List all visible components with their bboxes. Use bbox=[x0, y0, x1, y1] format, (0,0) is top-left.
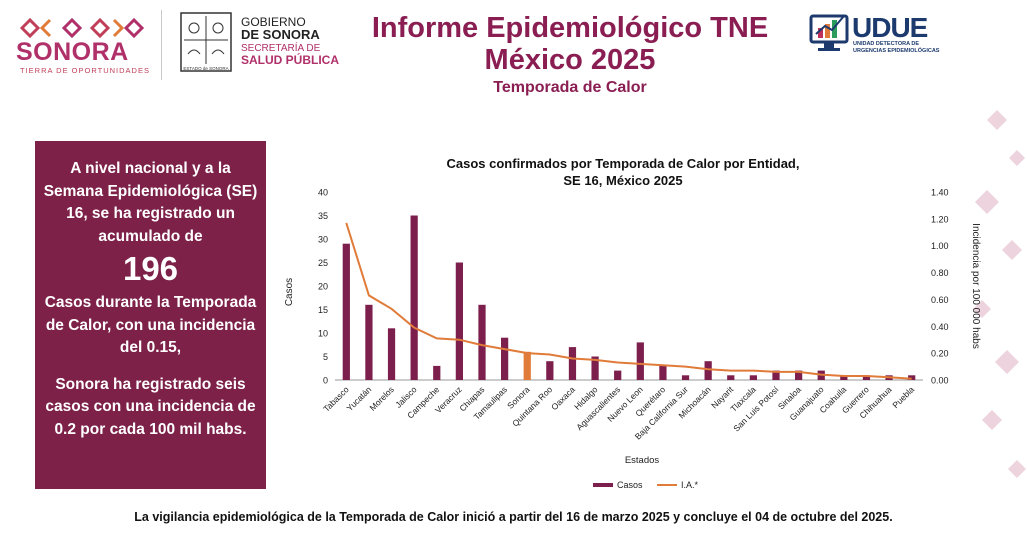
page-title-line1: Informe Epidemiológico TNE bbox=[371, 12, 769, 44]
bar-quintana-roo bbox=[546, 361, 554, 380]
bar-chiapas bbox=[478, 304, 486, 380]
secretaria-line2: SALUD PÚBLICA bbox=[241, 53, 339, 67]
y2-tick-label: 1.00 bbox=[931, 241, 949, 251]
bar-morelos bbox=[387, 328, 396, 380]
summary-box: A nivel nacional y a la Semana Epidemiol… bbox=[35, 141, 266, 489]
chart-title-line1: Casos confirmados por Temporada de Calor… bbox=[447, 156, 800, 171]
x-tick-label: Oaxaca bbox=[549, 384, 577, 412]
bar-tamaulipas bbox=[500, 337, 509, 380]
y-tick-label: 0 bbox=[323, 376, 328, 386]
secretaria-line1: SECRETARÍA DE bbox=[241, 43, 321, 54]
y2-tick-label: 0.20 bbox=[931, 349, 949, 359]
cases-chart: Casos confirmados por Temporada de Calor… bbox=[284, 156, 981, 490]
y2-tick-label: 0.60 bbox=[931, 295, 949, 305]
bar-campeche bbox=[433, 365, 441, 380]
y-tick-label: 35 bbox=[318, 211, 328, 221]
page-subtitle: Temporada de Calor bbox=[493, 79, 647, 96]
x-tick-label: Puebla bbox=[890, 384, 916, 410]
summary-total: 196 bbox=[122, 250, 179, 287]
bar-tlaxcala bbox=[749, 375, 758, 380]
chart-title-line2: SE 16, México 2025 bbox=[563, 173, 682, 188]
y2-tick-label: 1.40 bbox=[931, 188, 949, 198]
udue-subtitle: UNIDAD DETECTORA DE URGENCIAS EPIDEMIOLÓ… bbox=[853, 41, 939, 55]
incidence-line bbox=[345, 222, 912, 380]
bar-yucat-n bbox=[365, 304, 373, 380]
page-title-line2: México 2025 bbox=[484, 44, 656, 76]
bar-hidalgo bbox=[591, 356, 599, 380]
bar-veracruz bbox=[455, 262, 464, 380]
gobierno-line2: DE SONORA bbox=[241, 27, 320, 42]
seal-caption: ESTADO de SONORA bbox=[183, 66, 228, 71]
sonora-tagline: TIERRA DE OPORTUNIDADES bbox=[20, 66, 150, 75]
udue-sub-line2: URGENCIAS EPIDEMIOLÓGICAS bbox=[853, 48, 940, 54]
bar-nayarit bbox=[727, 375, 735, 380]
sonora-logo-text: SONORA bbox=[16, 38, 129, 66]
bar-puebla bbox=[908, 375, 916, 380]
bar-jalisco bbox=[410, 215, 418, 380]
bar-san-luis-potos- bbox=[772, 370, 780, 380]
y-tick-label: 40 bbox=[318, 188, 328, 198]
chart-legend: Casos I.A.* bbox=[593, 480, 699, 490]
y-axis-label: Casos bbox=[284, 278, 295, 306]
summary-text-3: Sonora ha registrado seis casos con una … bbox=[45, 375, 256, 438]
y-tick-label: 10 bbox=[318, 329, 328, 339]
bar-sinaloa bbox=[794, 370, 803, 380]
udue-sub-line1: UNIDAD DETECTORA DE bbox=[853, 41, 920, 47]
gobierno-line1: GOBIERNO bbox=[241, 15, 306, 29]
legend-label-casos: Casos bbox=[617, 480, 643, 490]
header-divider bbox=[161, 10, 162, 80]
bar-coahuila bbox=[840, 375, 848, 380]
bar-baja-california-sur bbox=[681, 375, 690, 380]
y-tick-label: 15 bbox=[318, 305, 328, 315]
y2-axis-label: Incidencia por 100 000 habs bbox=[970, 223, 981, 349]
y2-tick-label: 1.20 bbox=[931, 214, 949, 224]
bar-nuevo-leon bbox=[636, 342, 644, 380]
footer-note: La vigilancia epidemiológica de la Tempo… bbox=[134, 510, 893, 524]
y2-tick-label: 0.00 bbox=[931, 376, 949, 386]
decorative-pattern bbox=[973, 110, 1026, 478]
y2-tick-label: 0.80 bbox=[931, 268, 949, 278]
bar-aguascalientes bbox=[614, 370, 622, 380]
y-tick-label: 30 bbox=[318, 235, 328, 245]
bar-guerrero bbox=[862, 375, 871, 380]
y-tick-label: 5 bbox=[323, 352, 328, 362]
y-tick-label: 25 bbox=[318, 258, 328, 268]
x-axis-label: Estados bbox=[625, 455, 660, 466]
bar-sonora bbox=[523, 351, 531, 380]
summary-text-2: Casos durante la Temporada de Calor, con… bbox=[44, 294, 257, 356]
legend-label-ia: I.A.* bbox=[681, 480, 699, 490]
y-tick-label: 20 bbox=[318, 282, 328, 292]
summary-text-1: A nivel nacional y a la Semana Epidemiol… bbox=[43, 160, 258, 245]
udue-logo-text: UDUE bbox=[852, 12, 928, 43]
sonora-logo-icon bbox=[19, 17, 145, 39]
state-seal-icon: ESTADO de SONORA bbox=[180, 12, 232, 72]
y2-tick-label: 0.40 bbox=[931, 322, 949, 332]
udue-monitor-icon bbox=[809, 14, 849, 51]
bar-oaxaca bbox=[568, 347, 577, 380]
bar-quer-taro bbox=[659, 365, 667, 380]
bar-tabasco bbox=[342, 243, 350, 380]
bar-michoac-n bbox=[704, 361, 712, 380]
x-tick-label: Morelos bbox=[367, 384, 395, 412]
